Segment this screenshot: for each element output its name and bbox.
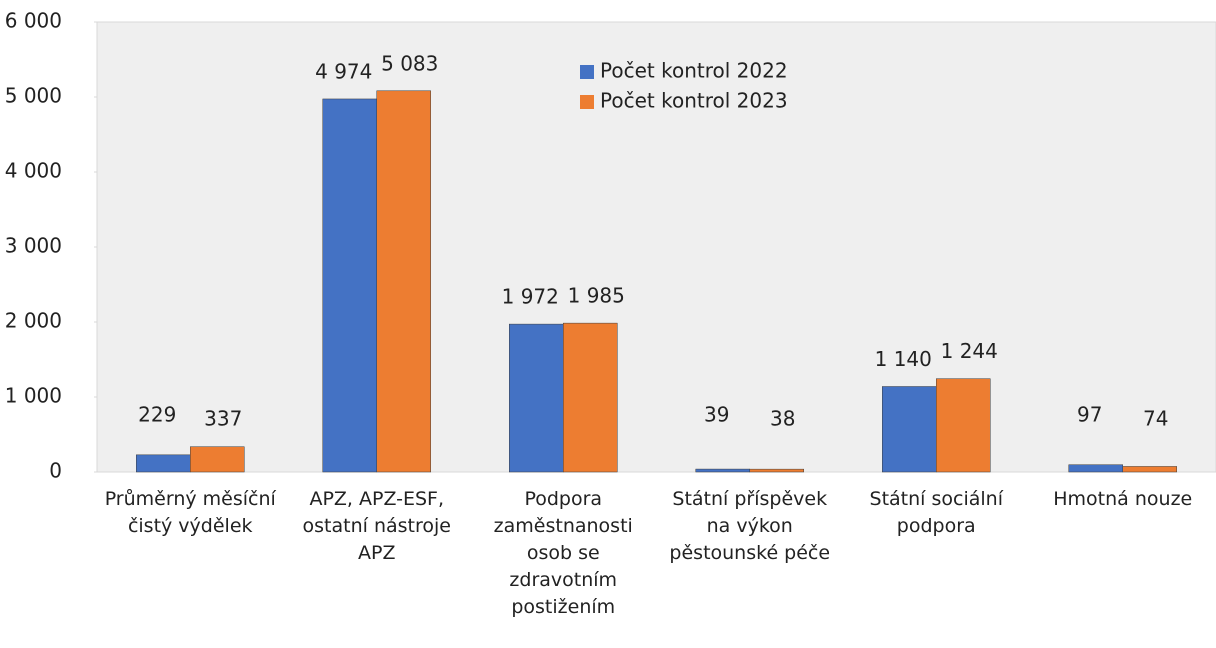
x-tick-label: Státní sociální podpora xyxy=(869,488,1003,537)
value-label: 38 xyxy=(770,407,795,431)
value-label: 5 083 xyxy=(381,51,438,75)
value-label: 1 972 xyxy=(502,285,559,309)
x-tick-label: Podpora zaměstnanosti osob se zdravotním… xyxy=(493,488,633,618)
x-tick-label: APZ, APZ-ESF, ostatní nástroje APZ xyxy=(302,488,451,564)
y-tick-label: 6 000 xyxy=(5,9,62,33)
y-tick-label: 0 xyxy=(49,459,62,483)
value-label: 337 xyxy=(204,407,242,431)
value-label: 39 xyxy=(704,403,729,427)
plot-area xyxy=(96,21,1216,473)
y-tick-label: 5 000 xyxy=(5,84,62,108)
bar xyxy=(509,323,564,473)
legend-label: Počet kontrol 2023 xyxy=(600,89,788,113)
bar xyxy=(563,322,618,473)
value-label: 229 xyxy=(138,403,176,427)
value-label: 1 244 xyxy=(941,339,998,363)
value-label: 97 xyxy=(1077,403,1102,427)
y-tick-label: 1 000 xyxy=(5,384,62,408)
x-tick-label: Průměrný měsíční čistý výdělek xyxy=(104,488,276,537)
x-tick-label: Státní příspěvek na výkon pěstounské péč… xyxy=(669,488,831,564)
y-tick-label: 2 000 xyxy=(5,309,62,333)
bar xyxy=(695,468,750,473)
x-tick-label: Hmotná nouze xyxy=(1053,488,1193,510)
value-label: 1 985 xyxy=(568,284,625,308)
bar xyxy=(1068,464,1123,473)
legend-swatch xyxy=(580,95,594,109)
legend-label: Počet kontrol 2022 xyxy=(600,59,788,83)
value-label: 1 140 xyxy=(875,347,932,371)
value-label: 74 xyxy=(1143,407,1168,431)
legend-swatch xyxy=(580,65,594,79)
bar xyxy=(882,386,937,473)
bar xyxy=(136,454,191,473)
bar xyxy=(322,98,377,473)
bar xyxy=(1122,466,1177,473)
bar xyxy=(749,468,804,473)
y-tick-label: 3 000 xyxy=(5,234,62,258)
bar xyxy=(376,90,431,473)
value-label: 4 974 xyxy=(315,59,372,83)
bar xyxy=(936,378,991,473)
y-tick-label: 4 000 xyxy=(5,159,62,183)
bar xyxy=(190,446,245,473)
